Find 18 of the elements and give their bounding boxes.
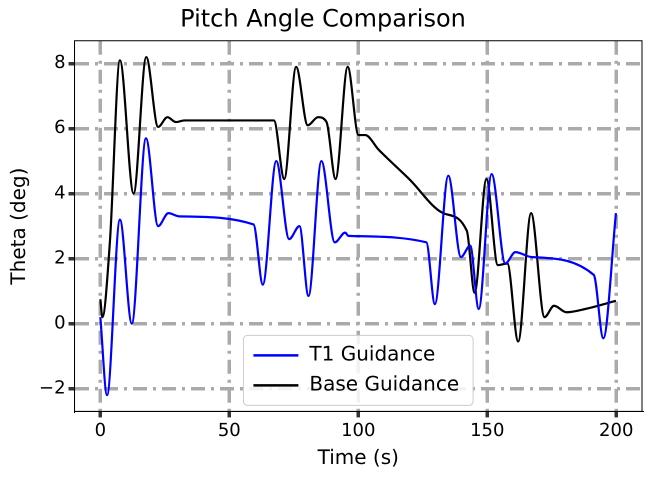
y-tick-label: −2 xyxy=(38,377,66,398)
chart-title: Pitch Angle Comparison xyxy=(180,4,466,33)
legend-label: Base Guidance xyxy=(309,372,460,396)
x-tick-label: 0 xyxy=(94,420,106,441)
x-tick-label: 150 xyxy=(470,420,504,441)
y-tick-label: 6 xyxy=(54,117,66,138)
y-axis-title: Theta (deg) xyxy=(6,168,30,286)
x-tick-label: 50 xyxy=(218,420,241,441)
x-tick-label: 100 xyxy=(341,420,376,441)
legend-label: T1 Guidance xyxy=(308,342,436,366)
x-tick-label: 200 xyxy=(599,420,634,441)
y-tick-label: 8 xyxy=(54,52,66,74)
line-series xyxy=(99,56,618,343)
y-tick-label: 4 xyxy=(54,182,66,204)
y-tick-label: 0 xyxy=(54,312,66,334)
y-tick-label: 2 xyxy=(54,247,66,268)
x-axis-title: Time (s) xyxy=(316,445,399,470)
line-series xyxy=(99,137,618,396)
